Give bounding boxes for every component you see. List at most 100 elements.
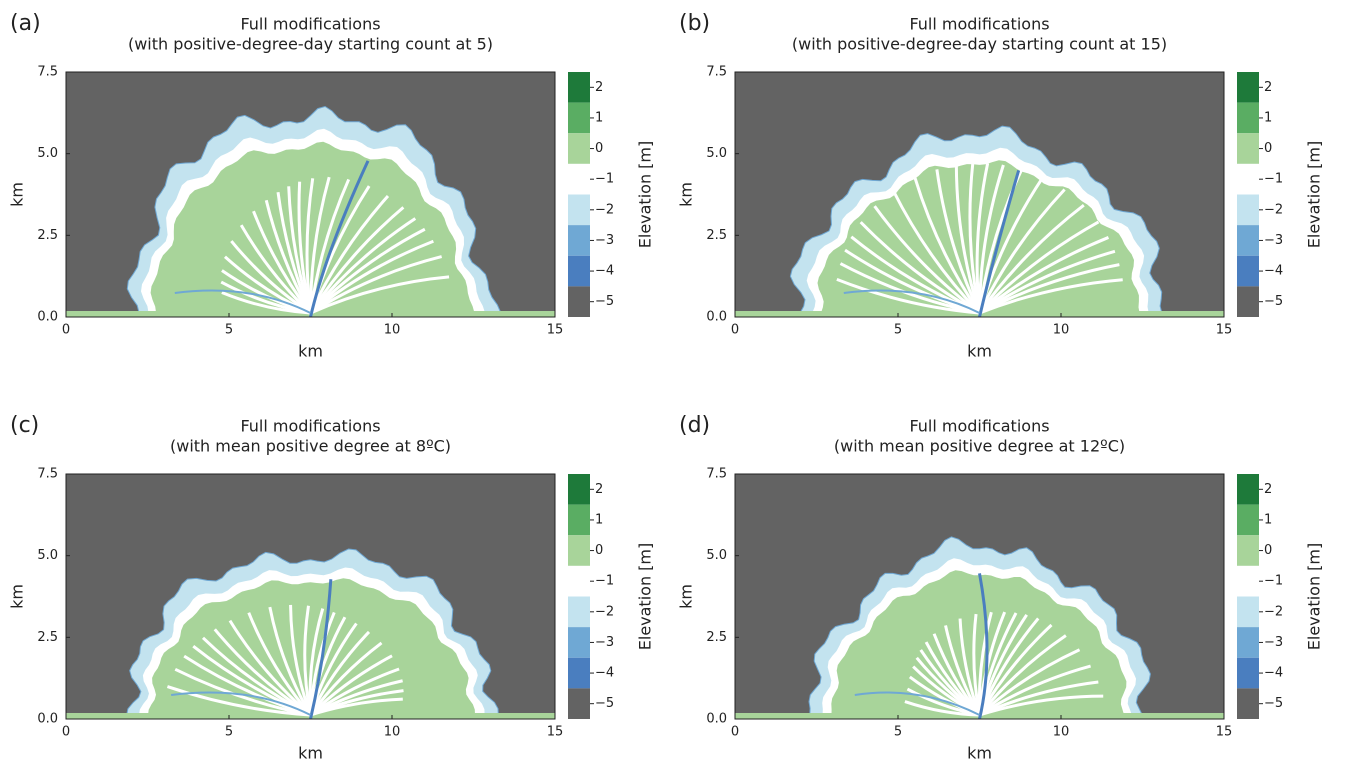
colorbar-band bbox=[568, 163, 590, 195]
channel bbox=[309, 206, 405, 314]
colorbar-tick-label: −3 bbox=[1264, 635, 1283, 650]
colorbar-tick-label: 2 bbox=[595, 482, 603, 497]
colorbar-band bbox=[568, 102, 590, 134]
colorbar-tick-label: 0 bbox=[1264, 141, 1272, 156]
colorbar-tick-label: 0 bbox=[595, 543, 603, 558]
colorbar-tick-label: 0 bbox=[1264, 543, 1272, 558]
channel bbox=[979, 694, 1104, 717]
channel bbox=[978, 220, 1100, 315]
channel bbox=[303, 605, 312, 716]
channel bbox=[978, 263, 1120, 315]
x-tick-label: 0 bbox=[731, 323, 739, 338]
colorbar-tick-label: −5 bbox=[595, 294, 614, 309]
y-tick-label: 5.0 bbox=[706, 548, 727, 563]
colorbar-band bbox=[1237, 565, 1259, 597]
main-channel bbox=[309, 579, 333, 720]
channel bbox=[844, 248, 980, 315]
channel bbox=[239, 224, 312, 315]
x-tick-label: 10 bbox=[1053, 323, 1070, 338]
colorbar-band bbox=[1237, 627, 1259, 658]
plot-frame bbox=[65, 473, 556, 720]
x-tick-label: 5 bbox=[894, 725, 902, 740]
x-tick-label: 0 bbox=[62, 725, 70, 740]
colorbar-tick-label: −2 bbox=[595, 202, 614, 217]
colorbar-band bbox=[568, 504, 590, 536]
channel bbox=[978, 623, 1053, 716]
x-tick-label: 15 bbox=[547, 323, 564, 338]
main-channel bbox=[978, 169, 1021, 318]
colorbar-tick-label: 1 bbox=[595, 110, 603, 125]
channel bbox=[978, 680, 1099, 717]
colorbar-tick-label: −5 bbox=[1264, 696, 1283, 711]
colorbar-band bbox=[568, 286, 590, 317]
channel bbox=[268, 606, 312, 716]
channel bbox=[264, 199, 312, 314]
y-tick-label: 2.5 bbox=[37, 630, 58, 645]
channel bbox=[309, 255, 443, 315]
side-channel bbox=[843, 289, 980, 314]
colorbar-band bbox=[568, 688, 590, 719]
plot-frame bbox=[734, 71, 1225, 318]
colorbar-band bbox=[568, 535, 590, 566]
channel bbox=[836, 277, 980, 315]
panel-label: (b) bbox=[679, 11, 710, 36]
colorbar-tick-label: 0 bbox=[595, 141, 603, 156]
channel bbox=[305, 178, 315, 314]
y-axis-label: km bbox=[677, 584, 696, 609]
colorbar-tick-label: −3 bbox=[595, 635, 614, 650]
side-channel bbox=[171, 691, 311, 716]
colorbar-tick-label: −2 bbox=[595, 604, 614, 619]
colorbar-band bbox=[1237, 255, 1259, 287]
channel bbox=[972, 613, 981, 716]
colorbar-band bbox=[1237, 194, 1259, 226]
channel bbox=[891, 189, 981, 315]
channel bbox=[309, 239, 434, 315]
channel bbox=[839, 262, 980, 315]
x-tick-label: 10 bbox=[1053, 725, 1070, 740]
channel bbox=[230, 240, 312, 315]
y-tick-label: 5.0 bbox=[37, 146, 58, 161]
colorbar-band bbox=[1237, 133, 1259, 164]
colorbar-band bbox=[1237, 504, 1259, 536]
y-axis-label: km bbox=[8, 182, 27, 207]
channel bbox=[309, 217, 417, 314]
chart-subtitle: (with mean positive degree at 8ºC) bbox=[170, 437, 451, 456]
channel bbox=[289, 604, 312, 716]
panel-label: (a) bbox=[10, 11, 41, 36]
colorbar-band bbox=[1237, 657, 1259, 689]
colorbar-band bbox=[568, 596, 590, 628]
colorbar-band bbox=[1237, 688, 1259, 719]
main-channel bbox=[978, 573, 989, 720]
channel bbox=[252, 210, 312, 314]
channel bbox=[309, 227, 426, 315]
y-tick-label: 2.5 bbox=[37, 228, 58, 243]
colorbar-tick-label: −2 bbox=[1264, 202, 1283, 217]
channel bbox=[221, 291, 311, 315]
channel bbox=[978, 648, 1081, 717]
x-tick-label: 15 bbox=[1216, 323, 1233, 338]
channel bbox=[309, 654, 393, 717]
channel bbox=[954, 164, 981, 314]
channel bbox=[213, 628, 312, 717]
y-tick-label: 7.5 bbox=[37, 65, 58, 80]
colorbar-tick-label: 2 bbox=[595, 80, 603, 95]
colorbar-tick-label: 2 bbox=[1264, 482, 1272, 497]
channel bbox=[309, 667, 400, 717]
colorbar-tick-label: −4 bbox=[595, 264, 614, 279]
colorbar-tick-label: −1 bbox=[1264, 574, 1283, 589]
channel bbox=[174, 667, 311, 717]
colorbar-label: Elevation [m] bbox=[636, 141, 655, 248]
colorbar-label: Elevation [m] bbox=[1305, 543, 1324, 650]
x-tick-label: 15 bbox=[1216, 725, 1233, 740]
colorbar-band bbox=[1237, 163, 1259, 195]
colorbar-tick-label: −1 bbox=[595, 172, 614, 187]
channel bbox=[309, 641, 383, 716]
colorbar-band bbox=[1237, 72, 1259, 103]
channel bbox=[166, 685, 311, 717]
channel bbox=[968, 163, 981, 314]
y-tick-label: 2.5 bbox=[706, 228, 727, 243]
x-tick-label: 10 bbox=[384, 323, 401, 338]
chart-title: Full modifications bbox=[240, 417, 380, 436]
y-axis-label: km bbox=[8, 584, 27, 609]
